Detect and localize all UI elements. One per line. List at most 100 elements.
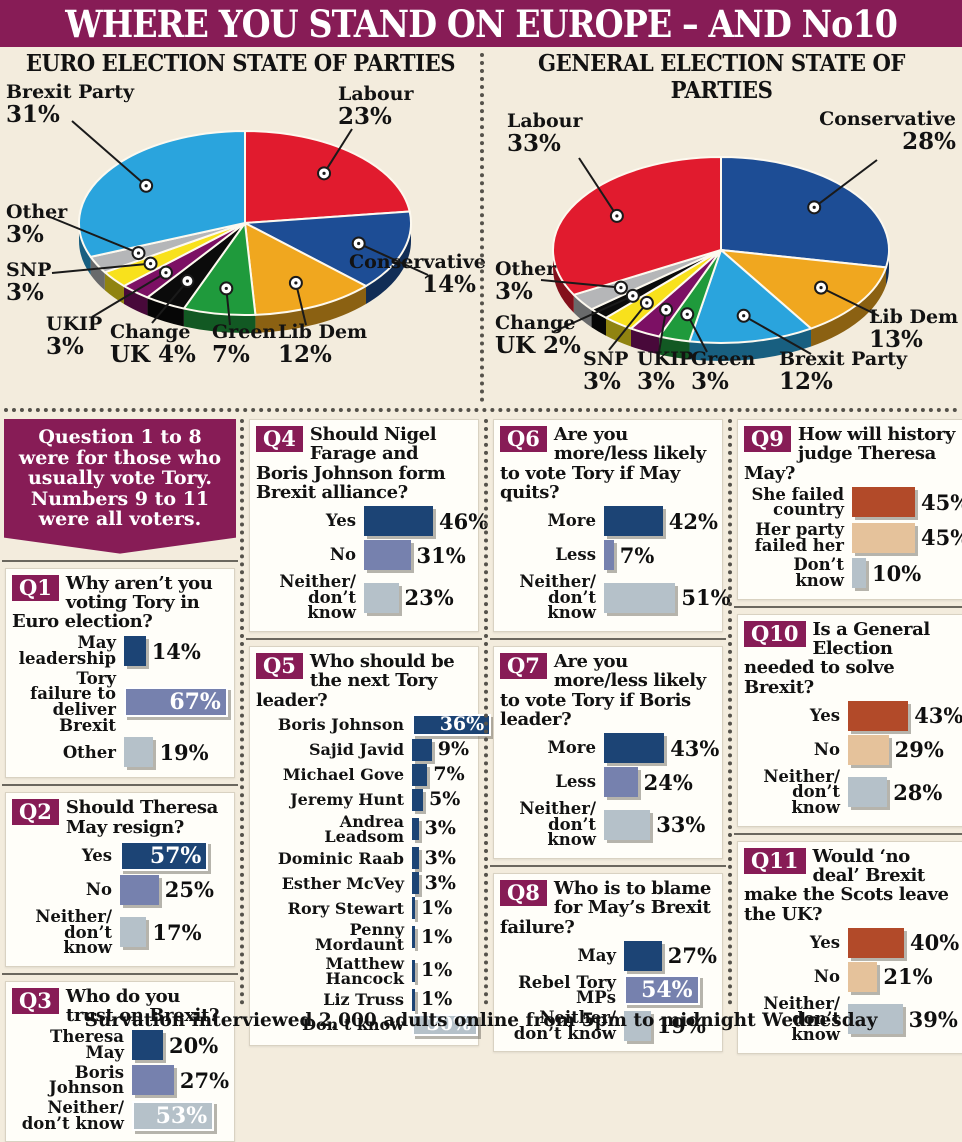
bar-percent: 21% [883,964,933,990]
panel-separator [490,638,726,641]
bar-row: Jeremy Hunt 5% [256,788,473,811]
question-panel-q3: Q3 Who do you trust on Brexit? Theresa May… [5,980,235,1142]
question-panel-q4: Q4 Should Nigel Farage and Boris Johnson … [249,419,488,633]
general-election-pie: GENERAL ELECTION STATE OF PARTIES Conser… [481,47,962,406]
bar-area: 51% [604,582,731,613]
bar-row: More 42% [500,506,718,536]
bar-percent: 9% [437,738,470,761]
bar-percent: 24% [643,769,693,795]
bar-label: Don’t know [793,555,844,591]
bar-area: 43% [848,700,962,731]
bar-label: Matthew Hancock [325,953,404,988]
bar-label: Neither/ don’t know [519,799,596,850]
pie-charts-section: EURO ELECTION STATE OF PARTIES Labour 23%… [0,47,962,406]
bar-area: 24% [604,767,717,798]
bar-percent: 5% [429,788,461,811]
bar-q5-1% [412,959,415,982]
bar-row: Theresa May 20% [12,1027,229,1063]
bar-row: Less 7% [500,540,717,570]
bar-row: No 25% [12,874,229,905]
pie-label-brexit-party: Brexit Party 12% [779,348,908,395]
bar-area: 5% [412,788,473,811]
column-divider [484,419,488,1005]
bar-row: Neither/ don’t know 51% [500,572,731,623]
column-divider [728,419,732,1005]
pie-label-conservative: Conservative 14% [349,251,486,298]
bar-row: Neither/ don’t know 33% [500,799,717,850]
bar-row: Boris Johnson 36% [256,713,492,736]
bar-q5-9% [412,738,432,761]
question-badge-q3: Q3 [12,987,59,1014]
bar-row: Less 24% [500,767,717,798]
bar-label: Theresa May [50,1027,124,1063]
bar-percent: 1% [421,959,453,982]
bar-label: Neither/ don’t know [519,572,596,623]
panel-separator [2,972,238,975]
bar-label: Rory Stewart [287,898,404,918]
bar-percent: 29% [894,737,944,763]
question-column-1: Question 1 to 8 were for those who usual… [0,417,240,1142]
question-badge-q2: Q2 [12,799,59,826]
bar-percent: 23% [404,585,454,610]
question-title-q8: Who is to blame for May’s Brexit failure… [500,878,711,938]
question-badge-q1: Q1 [12,574,59,601]
bar-area: 27% [624,940,717,971]
pie-slice-lib-dem [244,222,368,316]
bar-row: Other 19% [12,737,229,768]
bar-q8-27% [624,940,662,971]
survey-note: Question 1 to 8 were for those who usual… [4,419,236,554]
bar-label: She failed country [751,484,844,520]
question-title-q11: Would ‘no deal’ Brexit make the Scots le… [744,845,949,925]
bar-row: Michael Gove 7% [256,763,473,786]
bar-label: Her party failed her [754,520,844,555]
euro-election-pie: EURO ELECTION STATE OF PARTIES Labour 23%… [0,47,486,406]
bar-area: 3% [412,817,473,840]
question-column-2: Q4 Should Nigel Farage and Boris Johnson … [244,417,492,1046]
bar-label: No [813,966,840,986]
bar-row: Boris Johnson 27% [12,1064,230,1096]
question-panel-q2: Q2 Should Theresa May resign? Yes 57% No 25% N… [5,792,235,967]
pie-label-ukip: UKIP 3% [46,313,103,360]
bar-area: 29% [848,734,961,765]
question-panel-q6: Q6 Are you more/less likely to vote Tory … [493,419,731,633]
bar-q6-51% [604,582,676,613]
bar-area: 1% [412,926,473,949]
bar-q2-25% [120,874,159,905]
bar-percent: 3% [424,871,456,894]
bar-q3-20% [132,1030,163,1061]
bar-label: No [813,739,840,759]
question-badge-q5: Q5 [256,653,303,680]
question-badge-q10: Q10 [744,620,806,647]
bar-percent: 36% [439,713,485,736]
bar-percent: 27% [667,943,717,969]
bar-label: Neither/ don’t know [35,906,112,958]
bar-label: Neither/ don’t know [763,766,840,818]
bar-area: 67% [124,687,229,718]
bar-q6-42% [604,506,663,536]
bar-percent: 27% [179,1067,230,1093]
panel-separator [2,784,238,787]
bar-percent: 1% [421,988,453,1011]
bar-percent: 39% [908,1006,958,1032]
panel-separator [734,832,962,835]
pie-label-snp: SNP 3% [6,259,52,306]
bar-row: Don’t know 10% [744,555,961,591]
bar-area: 27% [132,1065,230,1096]
bar-row: Her party failed her 45% [744,520,962,555]
bar-area: 19% [124,737,229,768]
bar-area: 45% [852,522,962,553]
pie-label-other: Other 3% [6,201,68,248]
question-header-q10: Q10 Is a General Election needed to solve… [744,620,961,697]
panel-separator [246,638,482,641]
bar-q7-43% [604,733,665,764]
pie-label-green: Green 3% [691,348,756,395]
bar-area: 1% [412,897,473,920]
bar-label: Neither/ don’t know [279,572,356,623]
bar-label: Jeremy Hunt [290,790,404,810]
pie-slice-conservative [244,210,412,287]
bar-area: 43% [604,733,719,764]
bar-q7-33% [604,809,651,840]
bar-area: 14% [124,636,229,666]
pie-label-snp: SNP 3% [583,348,629,395]
question-badge-q11: Q11 [744,847,806,874]
